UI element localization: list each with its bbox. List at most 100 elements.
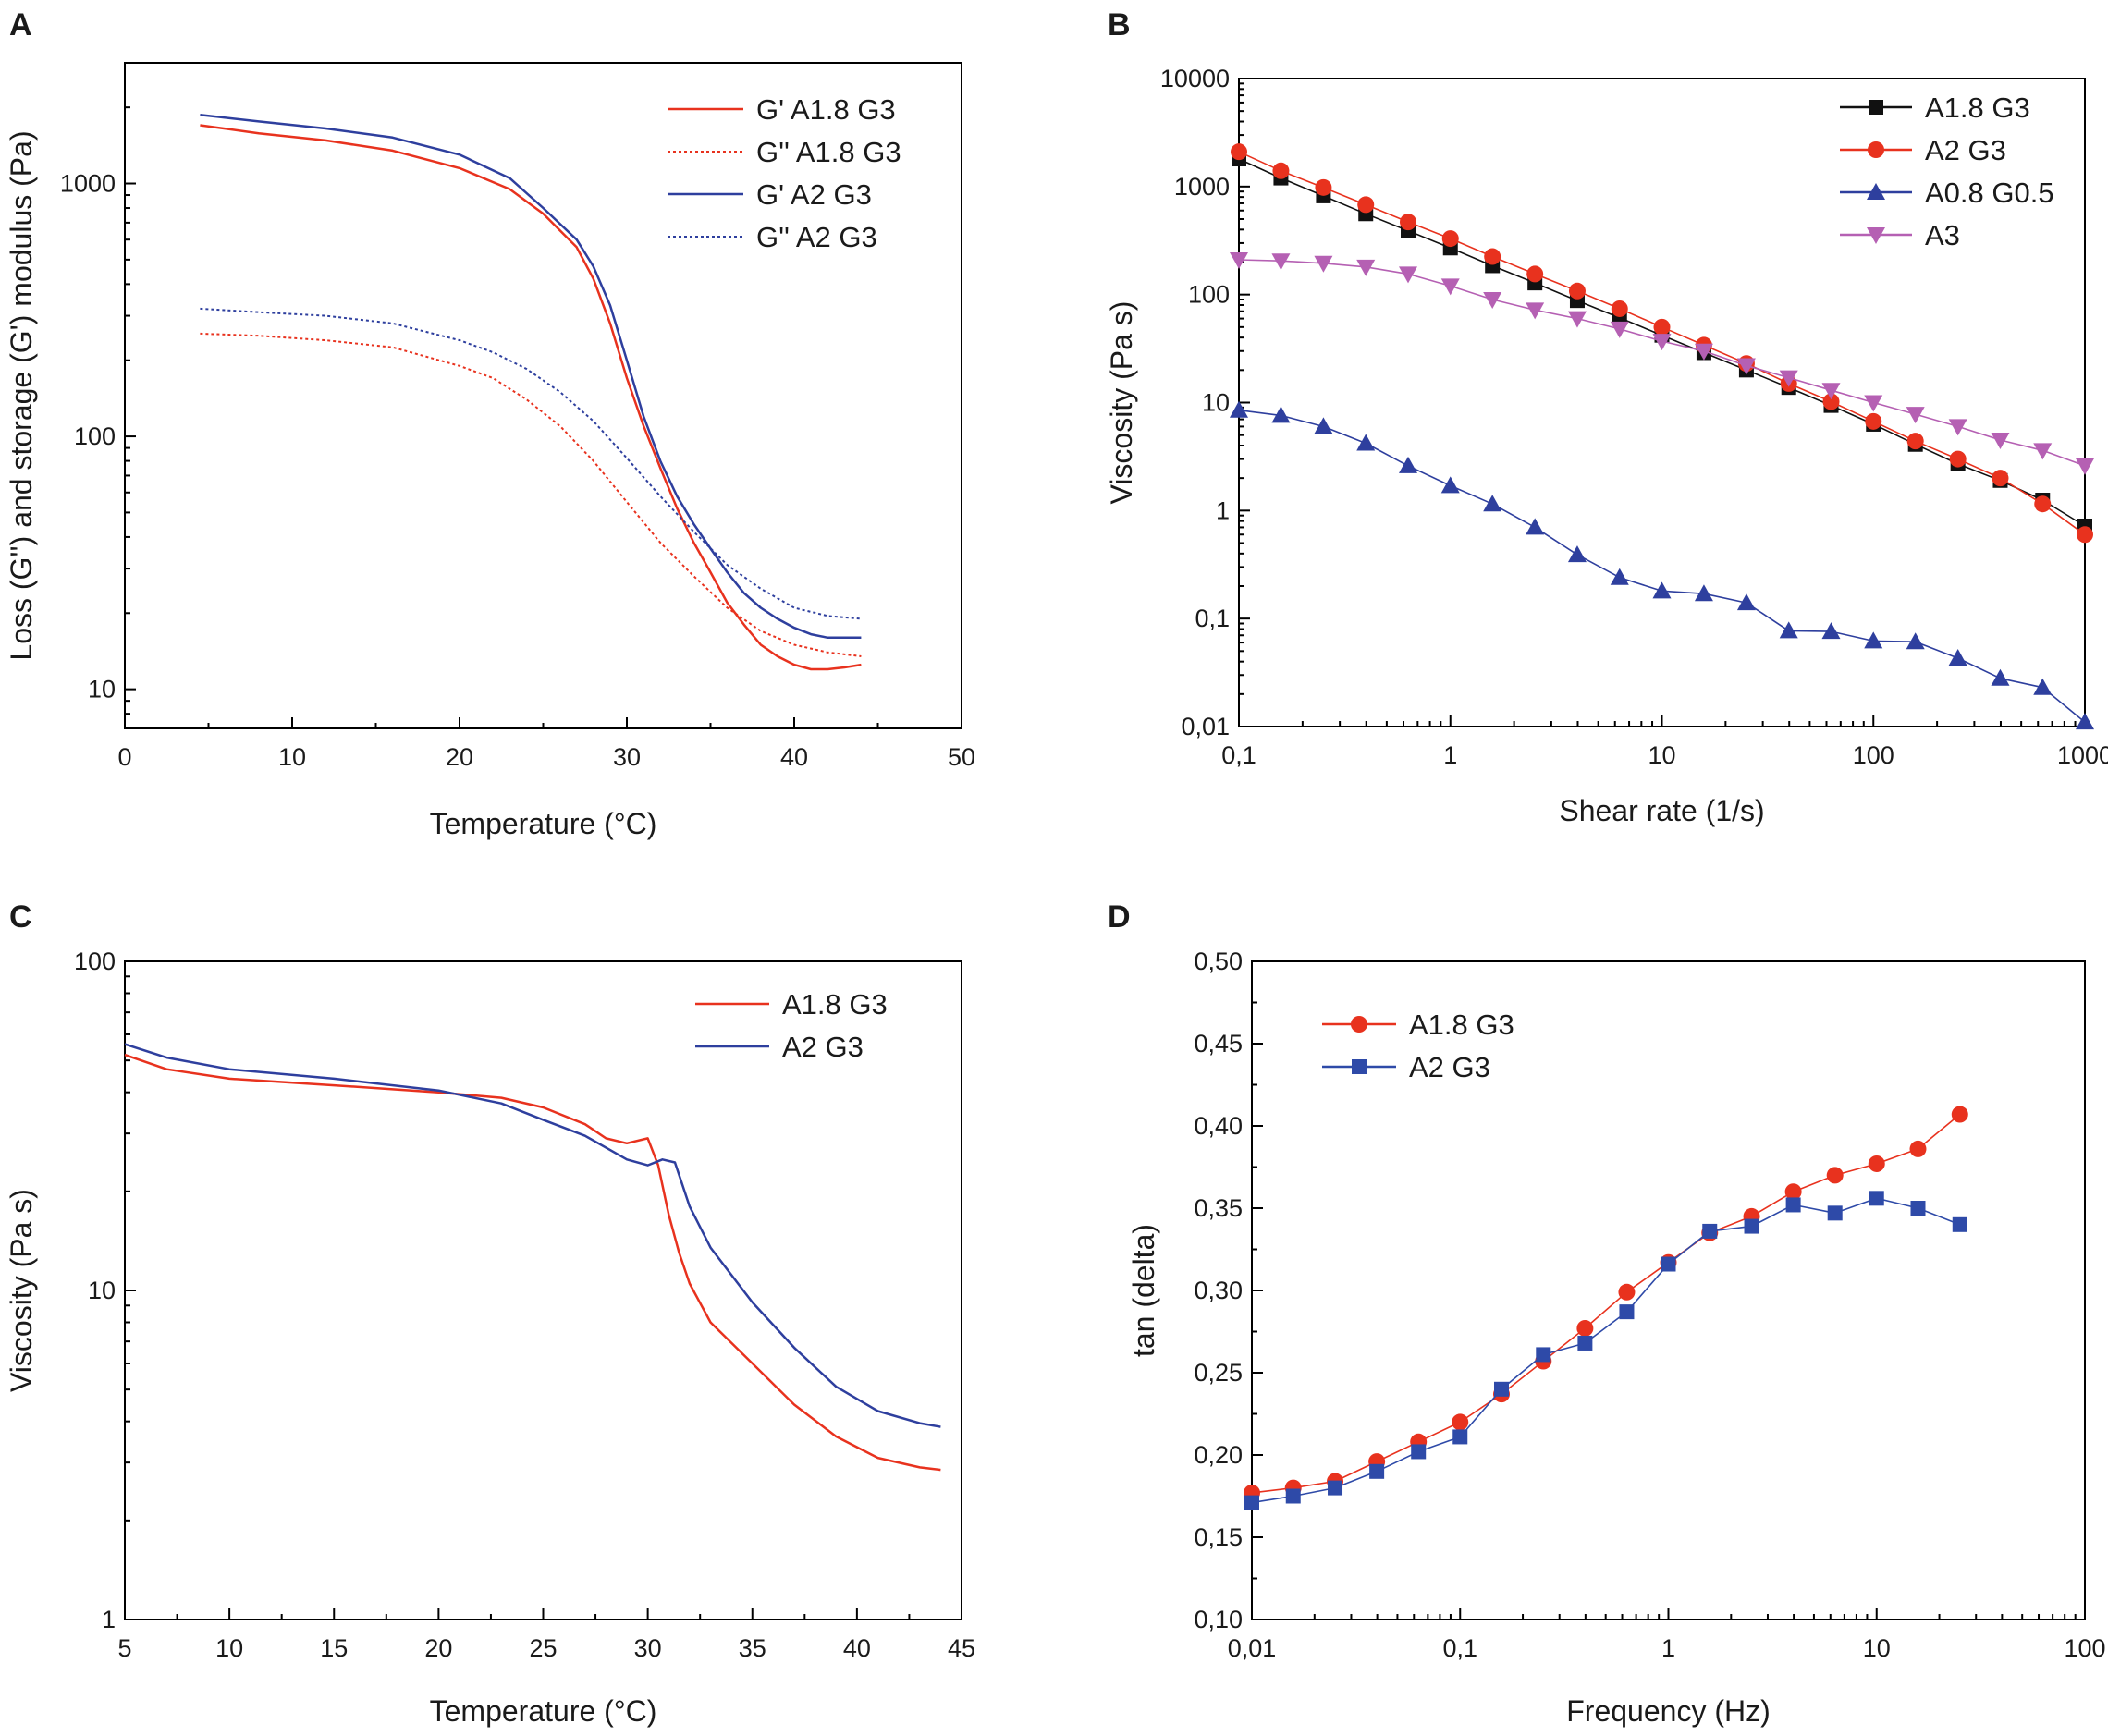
data-point — [1231, 143, 1247, 161]
series-1 — [200, 332, 862, 657]
data-point — [1661, 1256, 1676, 1272]
data-point — [1910, 1201, 1926, 1216]
legend-label: A2 G3 — [782, 1031, 864, 1063]
data-point — [1948, 648, 1967, 666]
series-1 — [124, 1043, 941, 1428]
legend-marker — [1351, 1016, 1367, 1033]
data-point — [2076, 713, 2094, 730]
series-line — [200, 113, 862, 640]
data-point — [1991, 433, 2010, 450]
data-point — [1568, 282, 1586, 300]
y-tick-label: 0,35 — [1194, 1194, 1243, 1222]
data-point — [1951, 1106, 1968, 1123]
y-tick-label: 0,45 — [1194, 1030, 1243, 1057]
data-point — [1244, 1495, 1259, 1510]
data-point — [1784, 1183, 1802, 1201]
y-tick-label: 0,40 — [1194, 1112, 1243, 1140]
data-point — [1992, 470, 2009, 487]
x-tick-label: 15 — [320, 1634, 348, 1662]
series-2 — [1230, 400, 2094, 730]
data-point — [1906, 632, 1925, 650]
data-point — [1271, 253, 1291, 271]
data-point — [1826, 1167, 1844, 1184]
y-tick-label: 1 — [1216, 496, 1230, 524]
data-point — [1906, 407, 1925, 424]
series-3 — [200, 307, 862, 620]
data-point — [2033, 678, 2053, 695]
x-tick-label: 1 — [1443, 741, 1457, 769]
data-point — [1821, 622, 1841, 640]
legend-marker — [1352, 1059, 1367, 1074]
data-point — [1271, 406, 1291, 423]
y-tick-label: 1000 — [1174, 173, 1230, 201]
y-tick-label: 10000 — [1160, 65, 1230, 92]
legend-marker — [1868, 141, 1884, 158]
data-point — [1576, 1319, 1594, 1337]
data-point — [1868, 1155, 1885, 1172]
x-tick-label: 40 — [843, 1634, 871, 1662]
data-point — [1411, 1444, 1427, 1460]
series-0 — [124, 1053, 941, 1472]
data-point — [1369, 1463, 1385, 1479]
legend-label: A2 G3 — [1925, 134, 2006, 166]
data-point — [2077, 526, 2093, 544]
legend-label: G' A2 G3 — [756, 178, 872, 211]
y-tick-label: 10 — [88, 676, 116, 703]
data-point — [1314, 255, 1333, 273]
data-point — [1744, 1218, 1759, 1234]
y-axis-label: tan (delta) — [1127, 1224, 1160, 1357]
data-point — [1493, 1381, 1509, 1397]
data-point — [1356, 434, 1376, 451]
series-line — [200, 124, 862, 671]
series-0 — [200, 124, 862, 671]
x-axis-label: Shear rate (1/s) — [1559, 794, 1764, 827]
data-point — [1952, 1216, 1967, 1232]
data-point — [1328, 1480, 1343, 1496]
series-line — [200, 307, 862, 620]
data-point — [2033, 443, 2053, 460]
x-axis-label: Temperature (°C) — [430, 807, 657, 840]
legend-label: A0.8 G0.5 — [1925, 177, 2054, 209]
data-point — [1399, 456, 1418, 473]
data-point — [1736, 593, 1756, 611]
x-tick-label: 0,01 — [1228, 1634, 1277, 1662]
y-tick-label: 10 — [1202, 389, 1230, 417]
panel-c: C 5 10 15 20 25 30 35 40 45 1 10 100 Temperature (°C)… — [5, 899, 975, 1728]
data-point — [1483, 495, 1502, 512]
panel-letter: A — [9, 7, 32, 43]
data-point — [2034, 495, 2052, 513]
data-point — [1619, 1304, 1635, 1320]
data-point — [1610, 321, 1629, 338]
data-point — [2076, 458, 2094, 475]
data-point — [1652, 334, 1672, 351]
y-tick-label: 0,10 — [1194, 1606, 1243, 1633]
x-tick-label: 5 — [117, 1634, 131, 1662]
data-point — [1452, 1413, 1469, 1431]
x-tick-label: 20 — [446, 743, 473, 771]
data-point — [1484, 248, 1501, 265]
x-tick-label: 100 — [2064, 1634, 2105, 1662]
data-point — [1822, 393, 1840, 410]
data-point — [1272, 162, 1290, 179]
series-3 — [1230, 252, 2094, 475]
data-point — [1526, 518, 1545, 535]
data-point — [1864, 631, 1883, 649]
data-point — [1315, 178, 1332, 196]
data-point — [1567, 311, 1587, 328]
plot-frame — [1251, 960, 2086, 1620]
legend-marker — [1867, 183, 1885, 200]
data-point — [1779, 370, 1798, 387]
data-point — [1821, 383, 1841, 400]
x-tick-label: 10 — [278, 743, 306, 771]
data-point — [1526, 265, 1544, 283]
y-tick-label: 0,15 — [1194, 1523, 1243, 1551]
x-tick-label: 100 — [1853, 741, 1894, 769]
data-point — [1440, 278, 1460, 296]
data-point — [1399, 266, 1418, 284]
y-axis-label: Viscosity (Pa s) — [1105, 301, 1138, 505]
y-tick-label: 1 — [102, 1606, 116, 1633]
y-tick-label: 0,01 — [1181, 713, 1230, 740]
series-line — [124, 1043, 941, 1428]
data-point — [1441, 230, 1459, 248]
